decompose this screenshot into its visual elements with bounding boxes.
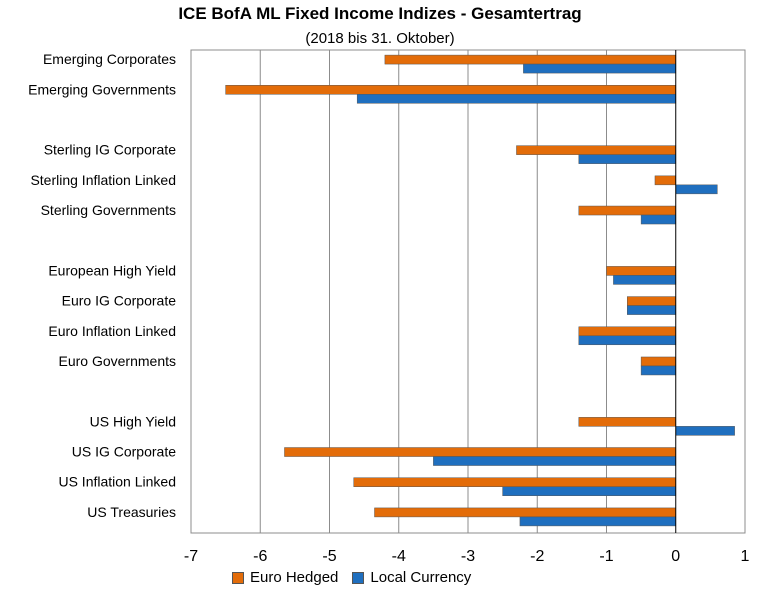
bar-euro-hedged-european-high-yield bbox=[606, 266, 676, 276]
bar-euro-hedged-emerging-governments bbox=[225, 85, 676, 95]
legend-item-local-currency: Local Currency bbox=[352, 569, 471, 586]
bar-euro-hedged-euro-inflation-linked bbox=[578, 326, 676, 337]
bar-local-currency-euro-ig-corporate bbox=[627, 305, 677, 315]
category-label: Euro IG Corporate bbox=[62, 293, 177, 309]
bar-local-currency-emerging-governments bbox=[356, 94, 676, 104]
x-tick-label: 0 bbox=[671, 548, 680, 565]
bar-local-currency-euro-inflation-linked bbox=[578, 335, 676, 346]
x-tick-label: -1 bbox=[599, 548, 613, 565]
tick-labels: -7 -6 -5 -4 -3 -2 -1 0 1 bbox=[184, 548, 750, 565]
category-label: European High Yield bbox=[48, 262, 176, 278]
axes bbox=[190, 49, 746, 534]
bar-euro-hedged-sterling-ig-corporate bbox=[516, 145, 676, 155]
category-label: US Inflation Linked bbox=[58, 474, 176, 490]
category-label: US High Yield bbox=[90, 413, 176, 429]
x-tick-label: -3 bbox=[461, 548, 475, 565]
chart-subtitle: (2018 bis 31. Oktober) bbox=[305, 30, 455, 47]
bar-local-currency-us-ig-corporate bbox=[433, 456, 676, 466]
plot-frame bbox=[190, 49, 746, 534]
legend-swatch-local-currency bbox=[352, 571, 365, 584]
bar-local-currency-sterling-inflation-linked bbox=[675, 184, 718, 195]
legend-item-euro-hedged: Euro Hedged bbox=[232, 569, 338, 586]
chart-title: ICE BofA ML Fixed Income Indizes - Gesam… bbox=[178, 4, 582, 23]
category-label: Emerging Governments bbox=[28, 81, 176, 97]
bar-local-currency-emerging-corporates bbox=[523, 63, 677, 74]
bar-local-currency-sterling-ig-corporate bbox=[578, 154, 676, 164]
legend: Euro Hedged Local Currency bbox=[232, 569, 485, 586]
category-label: Emerging Corporates bbox=[43, 51, 176, 67]
bar-euro-hedged-sterling-inflation-linked bbox=[654, 175, 676, 186]
category-labels: Emerging Corporates Emerging Governments S… bbox=[28, 51, 176, 520]
bar-euro-hedged-us-high-yield bbox=[578, 417, 676, 427]
category-label: US Treasuries bbox=[87, 504, 176, 520]
bar-euro-hedged-sterling-governments bbox=[578, 205, 676, 216]
bar-euro-hedged-euro-ig-corporate bbox=[627, 296, 677, 306]
legend-label-local-currency: Local Currency bbox=[370, 569, 472, 586]
category-label: Euro Governments bbox=[59, 353, 177, 369]
bar-local-currency-us-treasuries bbox=[519, 516, 676, 527]
x-tick-label: -6 bbox=[253, 548, 267, 565]
category-label: US IG Corporate bbox=[72, 444, 176, 460]
x-tick-label: -5 bbox=[322, 548, 336, 565]
bar-local-currency-sterling-governments bbox=[640, 214, 676, 225]
category-label: Sterling Inflation Linked bbox=[30, 172, 176, 188]
legend-swatch-euro-hedged bbox=[232, 571, 244, 584]
bars bbox=[225, 54, 735, 527]
legend-label-euro-hedged: Euro Hedged bbox=[250, 569, 339, 586]
bar-local-currency-european-high-yield bbox=[613, 275, 676, 285]
x-tick-label: 1 bbox=[741, 548, 750, 565]
bar-local-currency-us-high-yield bbox=[675, 426, 735, 436]
bar-euro-hedged-us-ig-corporate bbox=[284, 447, 676, 457]
bar-euro-hedged-euro-governments bbox=[640, 356, 676, 367]
x-tick-label: -4 bbox=[392, 548, 406, 565]
bar-euro-hedged-us-inflation-linked bbox=[353, 477, 676, 487]
category-label: Sterling Governments bbox=[41, 202, 176, 218]
bar-local-currency-us-inflation-linked bbox=[502, 486, 676, 496]
x-tick-label: -2 bbox=[530, 548, 544, 565]
bar-euro-hedged-emerging-corporates bbox=[384, 54, 676, 65]
bar-euro-hedged-us-treasuries bbox=[374, 507, 676, 518]
bar-local-currency-euro-governments bbox=[640, 365, 676, 376]
x-tick-label: -7 bbox=[184, 548, 198, 565]
category-label: Euro Inflation Linked bbox=[48, 323, 176, 339]
category-label: Sterling IG Corporate bbox=[44, 142, 176, 158]
